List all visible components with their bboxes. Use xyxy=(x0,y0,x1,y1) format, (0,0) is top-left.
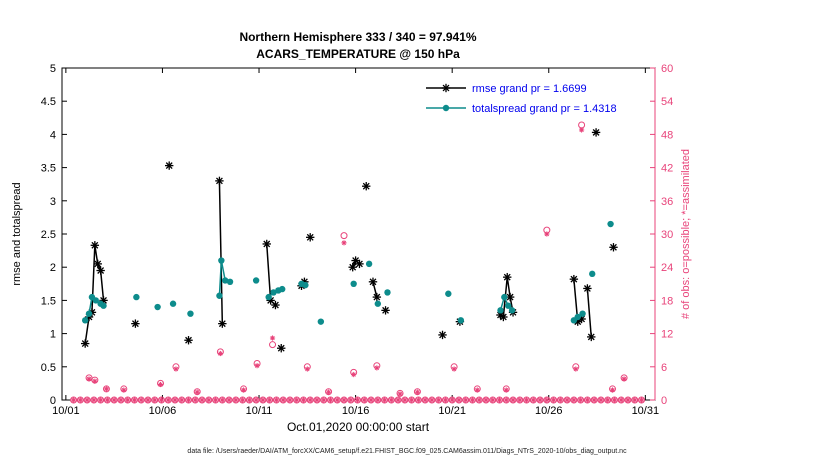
right-axis-label: # of obs: o=possible; *=assimilated xyxy=(680,149,692,319)
legend-label-totalspread: totalspread grand pr = 1.4318 xyxy=(472,103,617,115)
x-tick-label: 10/26 xyxy=(535,405,563,417)
left-tick-label: 1 xyxy=(50,329,56,341)
left-axis-ticks: 0 0.5 1 1.5 2 2.5 3 3.5 4 4.5 5 xyxy=(41,63,67,407)
chart-title-line1: Northern Hemisphere 333 / 340 = 97.941% xyxy=(239,30,476,44)
right-axis-ticks: 0 6 12 18 24 30 36 42 48 54 60 xyxy=(650,63,673,407)
left-tick-label: 0 xyxy=(50,395,56,407)
left-axis-label: rmse and totalspread xyxy=(11,182,23,285)
right-tick-label: 30 xyxy=(661,229,673,241)
plot-area: 10/01 10/06 10/11 10/16 10/21 10/26 10/3100.51… xyxy=(41,63,674,417)
x-tick-label: 10/31 xyxy=(632,405,660,417)
left-tick-label: 0.5 xyxy=(41,362,56,374)
left-tick-label: 3 xyxy=(50,196,56,208)
x-tick-label: 10/11 xyxy=(246,405,273,417)
right-tick-label: 60 xyxy=(661,63,673,75)
left-tick-label: 2 xyxy=(50,262,56,274)
left-tick-label: 4.5 xyxy=(41,96,56,108)
series-rmse xyxy=(80,128,618,353)
axes-box xyxy=(61,67,656,401)
x-tick-label: 10/16 xyxy=(342,405,370,417)
x-axis-label: Oct.01,2020 00:00:00 start xyxy=(287,420,430,434)
x-axis-ticks: 10/01 10/06 10/11 10/16 10/21 10/26 10/31 xyxy=(52,68,659,417)
right-tick-label: 0 xyxy=(661,395,667,407)
x-tick-label: 10/21 xyxy=(438,405,466,417)
legend-marker-samples xyxy=(426,83,466,112)
right-tick-label: 6 xyxy=(661,362,667,374)
right-tick-label: 12 xyxy=(661,329,673,341)
right-tick-label: 36 xyxy=(661,196,673,208)
left-tick-label: 3.5 xyxy=(41,163,56,175)
right-tick-label: 48 xyxy=(661,129,673,141)
left-tick-label: 2.5 xyxy=(41,229,56,241)
x-tick-label: 10/01 xyxy=(52,405,80,417)
series-totalspread xyxy=(81,220,614,325)
left-tick-label: 1.5 xyxy=(41,295,56,307)
series-obs_assimilated xyxy=(70,127,645,403)
legend: rmse grand pr = 1.6699 totalspread grand… xyxy=(426,83,617,115)
x-tick-label: 10/06 xyxy=(149,405,177,417)
left-tick-label: 4 xyxy=(50,129,56,141)
right-tick-label: 42 xyxy=(661,163,673,175)
data-file-caption: data file: /Users/raeder/DAI/ATM_forcXX/… xyxy=(187,448,627,455)
right-tick-label: 18 xyxy=(661,295,673,307)
chart-title-line2: ACARS_TEMPERATURE @ 150 hPa xyxy=(256,47,460,61)
right-tick-label: 24 xyxy=(661,262,673,274)
series-obs_possible xyxy=(70,121,645,404)
legend-label-rmse: rmse grand pr = 1.6699 xyxy=(472,83,587,95)
right-tick-label: 54 xyxy=(661,96,673,108)
left-tick-label: 5 xyxy=(50,63,56,75)
